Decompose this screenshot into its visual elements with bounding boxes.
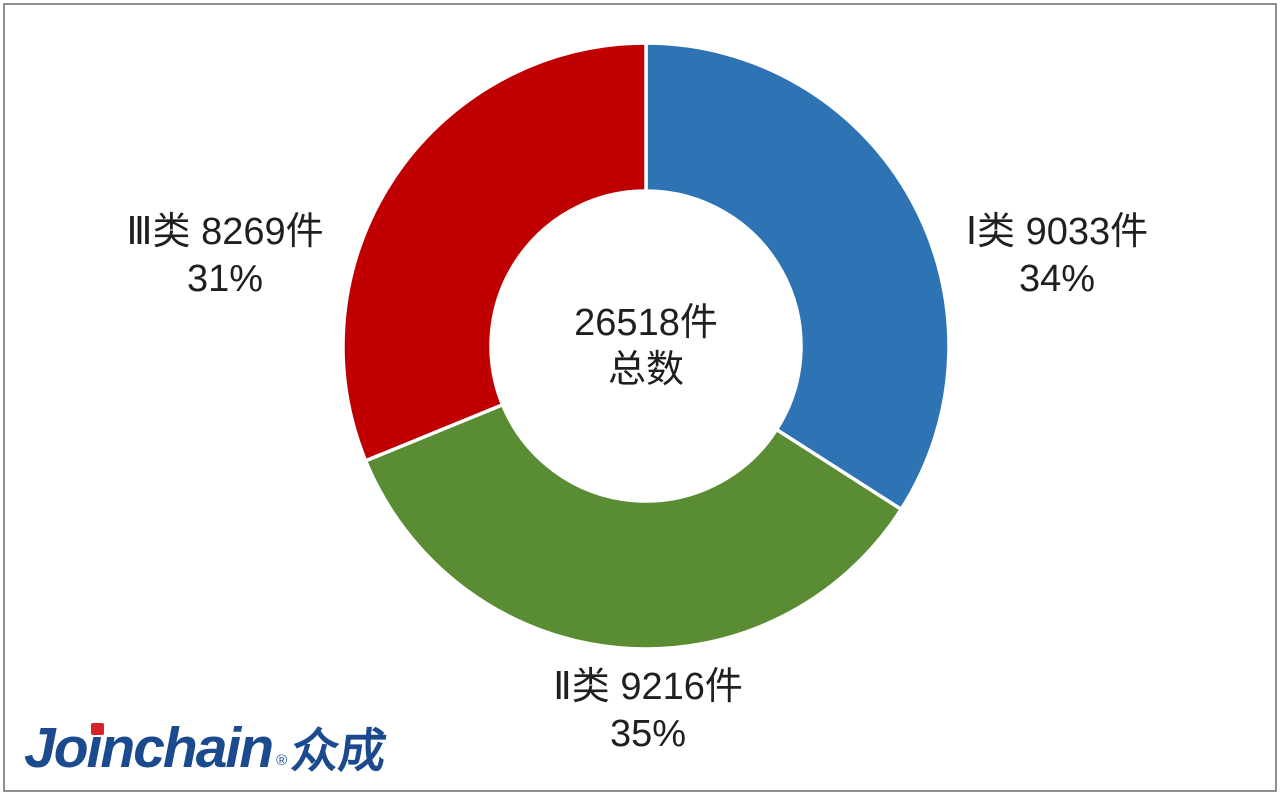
- donut-slice-2: [363, 402, 904, 651]
- logo-wordmark-part1: Jo: [24, 716, 89, 780]
- donut-slice-1: [644, 41, 951, 512]
- logo-wordmark-part3: nchain: [100, 716, 274, 780]
- donut-slice-3: [341, 41, 648, 464]
- donut-center-label: 26518件 总数: [574, 300, 718, 394]
- logo-registered-mark: ®: [276, 752, 288, 769]
- logo: Joi nchain ® 众成: [24, 720, 390, 778]
- label-class3-line2: 31%: [186, 258, 264, 300]
- label-class3-line1: Ⅲ类 8269件: [126, 211, 324, 253]
- label-class2-line1: Ⅱ类 9216件: [553, 666, 743, 708]
- label-class2-line2: 35%: [609, 713, 687, 755]
- logo-wordmark: Joi nchain: [24, 720, 274, 777]
- label-class1-line2: 34%: [1018, 258, 1096, 300]
- label-class1: Ⅰ类 9033件 34%: [966, 209, 1148, 303]
- label-class1-line1: Ⅰ类 9033件: [965, 211, 1149, 253]
- logo-wordmark-i: i: [87, 720, 104, 777]
- logo-cjk-name: 众成: [288, 724, 390, 777]
- donut-center-caption: 总数: [607, 349, 685, 391]
- logo-red-dot-icon: [90, 723, 104, 735]
- donut-center-total: 26518件: [574, 302, 718, 344]
- label-class2: Ⅱ类 9216件 35%: [553, 664, 743, 758]
- label-class3: Ⅲ类 8269件 31%: [126, 209, 323, 303]
